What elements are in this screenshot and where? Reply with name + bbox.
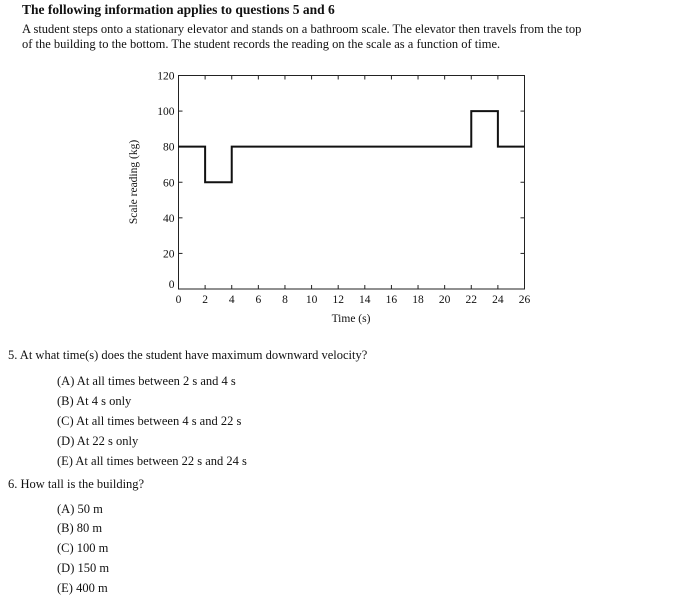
q6-option-b[interactable]: (B) 80 m <box>57 521 103 535</box>
intro-line-1: A student steps onto a stationary elevat… <box>22 22 582 36</box>
y-tick-label: 20 <box>163 248 175 260</box>
x-tick-label: 24 <box>492 294 504 306</box>
question-5: 5. At what time(s) does the student have… <box>8 348 368 362</box>
x-tick-label: 10 <box>306 294 318 306</box>
y-tick-label: 80 <box>163 142 175 154</box>
y-tick-label: 100 <box>157 106 175 118</box>
x-tick-label: 16 <box>386 294 398 306</box>
question-6: 6. How tall is the building? <box>8 477 145 491</box>
x-tick-label: 22 <box>466 294 478 306</box>
x-tick-label: 14 <box>359 294 371 306</box>
x-tick-label: 20 <box>439 294 451 306</box>
q5-option-d[interactable]: (D) At 22 s only <box>57 434 139 448</box>
x-tick-label: 6 <box>255 294 261 306</box>
x-tick-label: 26 <box>519 294 531 306</box>
y-tick-label: 0 <box>169 279 175 291</box>
x-tick-label: 8 <box>282 294 288 306</box>
q5-option-b[interactable]: (B) At 4 s only <box>57 394 132 408</box>
q5-option-e[interactable]: (E) At all times between 22 s and 24 s <box>57 454 247 468</box>
section-title: The following information applies to que… <box>22 2 335 17</box>
q6-option-e[interactable]: (E) 400 m <box>57 581 108 595</box>
plot-frame <box>178 75 525 290</box>
y-axis-label: Scale reading (kg) <box>128 140 140 224</box>
x-tick-label: 0 <box>176 294 182 306</box>
x-tick-label: 4 <box>229 294 235 306</box>
scale-reading-line <box>178 110 525 184</box>
x-tick-label: 18 <box>412 294 424 306</box>
q6-option-d[interactable]: (D) 150 m <box>57 561 110 575</box>
x-axis-label: Time (s) <box>332 313 371 325</box>
x-tick-label: 2 <box>202 294 208 306</box>
y-tick-label: 120 <box>157 71 175 83</box>
y-tick-label: 60 <box>163 177 175 189</box>
q6-option-c[interactable]: (C) 100 m <box>57 541 109 555</box>
q5-option-a[interactable]: (A) At all times between 2 s and 4 s <box>57 374 236 388</box>
x-tick-label: 12 <box>332 294 344 306</box>
q5-option-c[interactable]: (C) At all times between 4 s and 22 s <box>57 414 242 428</box>
q6-option-a[interactable]: (A) 50 m <box>57 502 103 516</box>
y-tick-label: 40 <box>163 213 175 225</box>
intro-line-2: of the building to the bottom. The stude… <box>22 37 501 51</box>
